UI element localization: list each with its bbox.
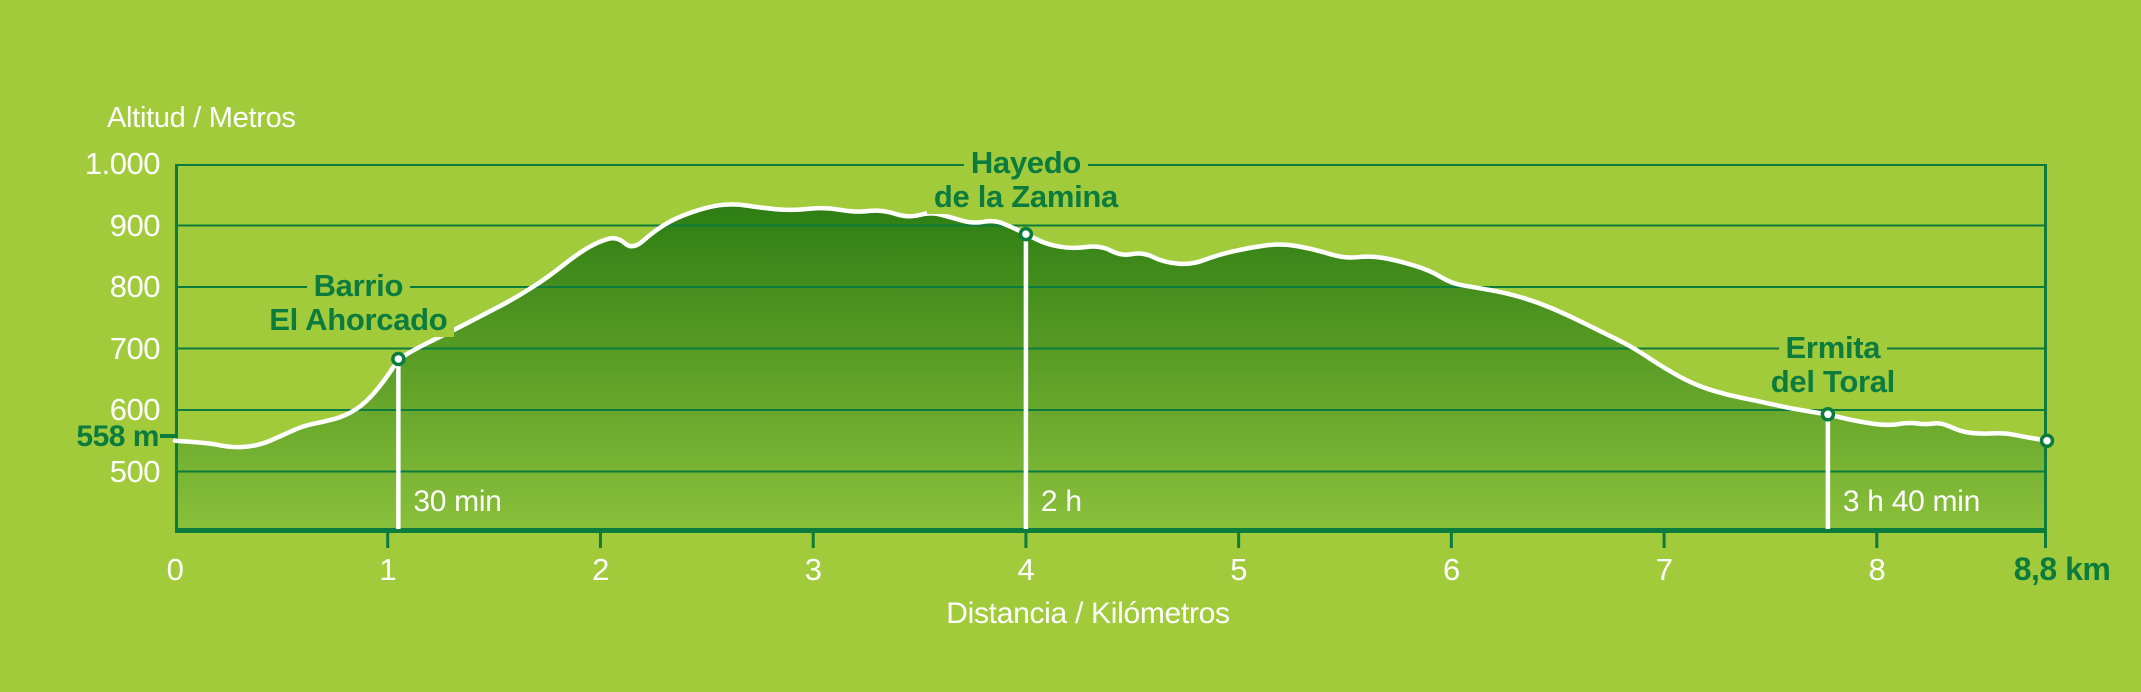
x-tick-label-1: 1 (379, 552, 397, 587)
start-elevation-label: 558 m (76, 420, 159, 453)
end-marker (2039, 433, 2055, 448)
y-tick-label-900: 900 (109, 207, 161, 243)
waypoint-label-line: Hayedo (866, 146, 1186, 180)
plot-area (172, 164, 2055, 548)
end-distance-label: 8,8 km (2013, 551, 2111, 587)
x-tick-label-7: 7 (1655, 552, 1673, 587)
x-tick-label-0: 0 (166, 552, 184, 587)
waypoint-label-1: Hayedo de la Zamina (866, 146, 1186, 214)
waypoint-time-2: 3 h 40 min (1842, 485, 1980, 518)
waypoint-label-line: El Ahorcado (198, 303, 518, 337)
x-tick-label-3: 3 (804, 552, 822, 587)
waypoint-time-0: 30 min (413, 485, 502, 518)
y-tick-label-1000: 1.000 (84, 146, 161, 181)
start-elevation-tick (160, 434, 175, 438)
waypoint-marker-0 (391, 351, 406, 367)
waypoint-marker-2 (1820, 407, 1836, 422)
x-axis-title: Distancia / Kilómetros (946, 597, 1230, 630)
waypoint-label-line: Barrio (198, 269, 518, 303)
y-tick-label-600: 600 (109, 392, 161, 427)
x-tick-label-6: 6 (1442, 552, 1460, 587)
x-tick-label-8: 8 (1868, 552, 1886, 587)
waypoint-label-0: Barrio El Ahorcado (198, 269, 518, 337)
y-tick-label-500: 500 (109, 453, 161, 489)
waypoint-label-line: Ermita (1673, 331, 1993, 365)
waypoint-label-2: Ermita del Toral (1673, 331, 1993, 399)
x-tick-label-5: 5 (1230, 552, 1247, 587)
elevation-curve (172, 202, 2050, 450)
waypoint-label-line: del Toral (1673, 365, 1993, 399)
y-tick-label-700: 700 (109, 330, 161, 366)
y-axis-title: Altitud / Metros (107, 102, 296, 134)
waypoint-label-line: de la Zamina (866, 180, 1186, 214)
y-tick-label-800: 800 (109, 269, 161, 304)
waypoint-time-1: 2 h (1040, 485, 1082, 518)
x-tick-label-2: 2 (592, 552, 609, 587)
x-tick-label-4: 4 (1017, 552, 1035, 587)
profile-svg (172, 164, 2055, 548)
waypoint-marker-1 (1018, 226, 1034, 242)
